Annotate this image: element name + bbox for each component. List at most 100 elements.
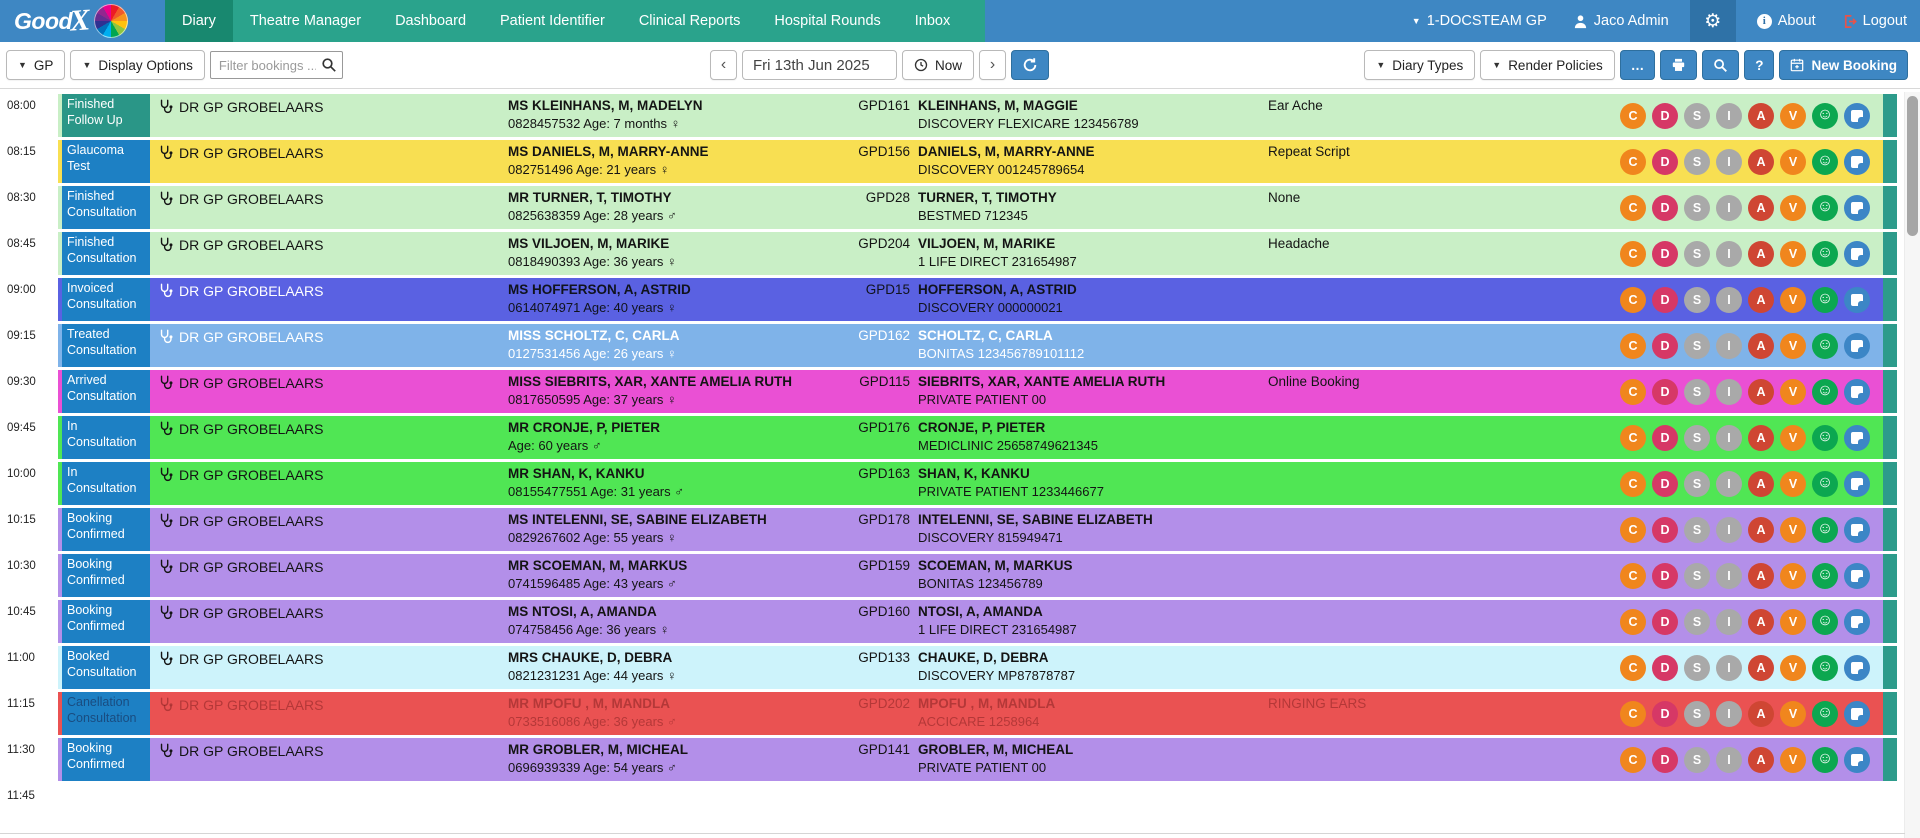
action-d-button[interactable]: D <box>1652 378 1678 405</box>
action-v-button[interactable]: V <box>1780 746 1806 773</box>
action-a-button[interactable]: A <box>1748 286 1774 313</box>
action-d-button[interactable]: D <box>1652 194 1678 221</box>
action-note-button[interactable] <box>1844 332 1870 359</box>
action-d-button[interactable]: D <box>1652 332 1678 359</box>
action-d-button[interactable]: D <box>1652 286 1678 313</box>
action-v-button[interactable]: V <box>1780 102 1806 129</box>
new-booking-button[interactable]: New Booking <box>1779 50 1908 80</box>
action-i-button[interactable]: I <box>1716 608 1742 635</box>
nav-tab-theatre-manager[interactable]: Theatre Manager <box>249 13 362 29</box>
more-button[interactable]: … <box>1619 50 1656 80</box>
action-s-button[interactable]: S <box>1684 286 1710 313</box>
about-button[interactable]: i About <box>1756 13 1816 29</box>
action-a-button[interactable]: A <box>1748 562 1774 589</box>
action-c-button[interactable]: C <box>1620 148 1646 175</box>
action-s-button[interactable]: S <box>1684 102 1710 129</box>
settings-button[interactable]: ⚙ <box>1689 0 1736 42</box>
action-v-button[interactable]: V <box>1780 378 1806 405</box>
action-v-button[interactable]: V <box>1780 194 1806 221</box>
booking-row[interactable]: Arrived Consultation DR GP GROBELAARS MI… <box>58 370 1883 413</box>
practice-selector[interactable]: ▼ 1-DOCSTEAM GP <box>1412 13 1547 29</box>
nav-tab-patient-identifier[interactable]: Patient Identifier <box>500 13 605 29</box>
action-c-button[interactable]: C <box>1620 194 1646 221</box>
booking-row[interactable]: Booking Confirmed DR GP GROBELAARS MR SC… <box>58 554 1883 597</box>
action-s-button[interactable]: S <box>1684 378 1710 405</box>
action-note-button[interactable] <box>1844 378 1870 405</box>
action-note-button[interactable] <box>1844 424 1870 451</box>
action-i-button[interactable]: I <box>1716 194 1742 221</box>
action-a-button[interactable]: A <box>1748 470 1774 497</box>
action-note-button[interactable] <box>1844 102 1870 129</box>
date-input[interactable] <box>742 50 897 80</box>
action-s-button[interactable]: S <box>1684 148 1710 175</box>
action-a-button[interactable]: A <box>1748 194 1774 221</box>
booking-row[interactable]: Booking Confirmed DR GP GROBELAARS MR GR… <box>58 738 1883 781</box>
action-a-button[interactable]: A <box>1748 700 1774 727</box>
action-a-button[interactable]: A <box>1748 148 1774 175</box>
nav-tab-hospital-rounds[interactable]: Hospital Rounds <box>774 13 881 29</box>
action-a-button[interactable]: A <box>1748 516 1774 543</box>
action-v-button[interactable]: V <box>1780 424 1806 451</box>
action-c-button[interactable]: C <box>1620 378 1646 405</box>
action-smiley-button[interactable]: ☺ <box>1812 286 1838 313</box>
action-smiley-button[interactable]: ☺ <box>1812 562 1838 589</box>
action-note-button[interactable] <box>1844 240 1870 267</box>
action-s-button[interactable]: S <box>1684 562 1710 589</box>
action-v-button[interactable]: V <box>1780 562 1806 589</box>
nav-tab-diary[interactable]: Diary <box>165 0 233 42</box>
action-d-button[interactable]: D <box>1652 700 1678 727</box>
action-smiley-button[interactable]: ☺ <box>1812 516 1838 543</box>
goodx-logo[interactable]: Good X <box>0 0 165 42</box>
action-s-button[interactable]: S <box>1684 332 1710 359</box>
action-c-button[interactable]: C <box>1620 562 1646 589</box>
action-c-button[interactable]: C <box>1620 654 1646 681</box>
diary-types-dropdown[interactable]: ▼ Diary Types <box>1364 50 1476 80</box>
action-v-button[interactable]: V <box>1780 470 1806 497</box>
action-a-button[interactable]: A <box>1748 240 1774 267</box>
action-s-button[interactable]: S <box>1684 700 1710 727</box>
action-smiley-button[interactable]: ☺ <box>1812 194 1838 221</box>
help-button[interactable]: ? <box>1744 50 1775 80</box>
action-s-button[interactable]: S <box>1684 470 1710 497</box>
action-note-button[interactable] <box>1844 516 1870 543</box>
action-smiley-button[interactable]: ☺ <box>1812 746 1838 773</box>
action-v-button[interactable]: V <box>1780 148 1806 175</box>
action-d-button[interactable]: D <box>1652 516 1678 543</box>
booking-row[interactable]: In Consultation DR GP GROBELAARS MR SHAN… <box>58 462 1883 505</box>
action-note-button[interactable] <box>1844 148 1870 175</box>
action-c-button[interactable]: C <box>1620 286 1646 313</box>
action-s-button[interactable]: S <box>1684 608 1710 635</box>
action-c-button[interactable]: C <box>1620 746 1646 773</box>
action-smiley-button[interactable]: ☺ <box>1812 424 1838 451</box>
action-i-button[interactable]: I <box>1716 700 1742 727</box>
action-c-button[interactable]: C <box>1620 700 1646 727</box>
booking-row[interactable]: Invoiced Consultation DR GP GROBELAARS M… <box>58 278 1883 321</box>
filter-bookings-input[interactable] <box>209 51 343 79</box>
action-v-button[interactable]: V <box>1780 332 1806 359</box>
refresh-button[interactable] <box>1011 50 1050 80</box>
action-c-button[interactable]: C <box>1620 516 1646 543</box>
action-smiley-button[interactable]: ☺ <box>1812 378 1838 405</box>
action-v-button[interactable]: V <box>1780 608 1806 635</box>
action-d-button[interactable]: D <box>1652 102 1678 129</box>
action-note-button[interactable] <box>1844 562 1870 589</box>
action-i-button[interactable]: I <box>1716 470 1742 497</box>
action-i-button[interactable]: I <box>1716 424 1742 451</box>
action-v-button[interactable]: V <box>1780 286 1806 313</box>
action-d-button[interactable]: D <box>1652 562 1678 589</box>
vertical-scrollbar[interactable] <box>1904 92 1920 838</box>
action-note-button[interactable] <box>1844 654 1870 681</box>
action-s-button[interactable]: S <box>1684 516 1710 543</box>
booking-row[interactable]: Booking Confirmed DR GP GROBELAARS MS NT… <box>58 600 1883 643</box>
search-button[interactable] <box>1702 50 1740 80</box>
nav-tab-inbox[interactable]: Inbox <box>914 13 951 29</box>
booking-row[interactable]: Finished Consultation DR GP GROBELAARS M… <box>58 232 1883 275</box>
action-a-button[interactable]: A <box>1748 378 1774 405</box>
action-i-button[interactable]: I <box>1716 286 1742 313</box>
display-options-dropdown[interactable]: ▼ Display Options <box>70 50 205 80</box>
action-i-button[interactable]: I <box>1716 332 1742 359</box>
action-smiley-button[interactable]: ☺ <box>1812 148 1838 175</box>
booking-row[interactable]: Finished Consultation DR GP GROBELAARS M… <box>58 186 1883 229</box>
user-menu[interactable]: Jaco Admin <box>1573 13 1669 29</box>
action-d-button[interactable]: D <box>1652 654 1678 681</box>
